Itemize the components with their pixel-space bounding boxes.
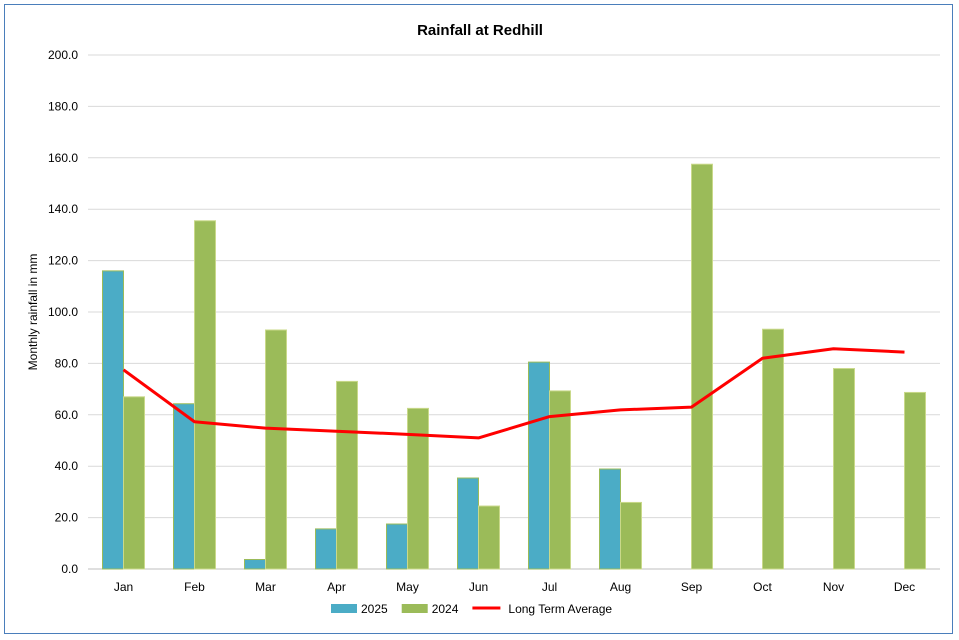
average-line-layer: [122, 347, 905, 440]
x-tick-label: Dec: [894, 580, 915, 594]
legend-label: 2024: [432, 602, 459, 616]
y-tick-label: 20.0: [55, 511, 79, 525]
y-tick-label: 60.0: [55, 408, 79, 422]
bar-2025: [102, 270, 124, 570]
average-line: [122, 347, 905, 440]
bar-2024: [620, 501, 642, 570]
x-tick-label: Mar: [255, 580, 276, 594]
y-tick-label: 80.0: [55, 356, 79, 370]
bar-2025: [386, 523, 408, 570]
y-tick-labels: 0.0 20.0 40.0 60.0 80.0 100.0 120.0 140.0 160.0 1…: [48, 48, 78, 576]
bar-2024: [265, 329, 287, 570]
bar-2024: [549, 390, 571, 570]
bar-2024: [336, 380, 358, 570]
bar-2025: [244, 558, 266, 570]
bar-2024: [194, 220, 216, 570]
y-tick-label: 0.0: [61, 562, 78, 576]
x-tick-label: Sep: [681, 580, 703, 594]
chart-title: Rainfall at Redhill: [417, 22, 543, 39]
bar-2024: [407, 407, 429, 570]
x-tick-label: Apr: [327, 580, 346, 594]
bar-2025: [599, 468, 621, 570]
legend: 2025 2024 Long Term Average: [331, 602, 612, 616]
y-tick-label: 100.0: [48, 305, 78, 319]
legend-label: 2025: [361, 602, 388, 616]
y-tick-label: 160.0: [48, 151, 78, 165]
x-tick-label: Jul: [542, 580, 557, 594]
gridlines: [88, 54, 940, 570]
y-tick-label: 40.0: [55, 459, 79, 473]
bar-2024: [478, 505, 500, 570]
bar-2025: [173, 403, 195, 570]
bar-2024: [833, 368, 855, 570]
x-tick-label: Jun: [469, 580, 488, 594]
legend-swatch: [401, 604, 428, 613]
x-tick-label: Jan: [114, 580, 133, 594]
y-tick-label: 140.0: [48, 202, 78, 216]
y-axis-title: Monthly rainfall in mm: [26, 254, 40, 371]
y-tick-label: 120.0: [48, 254, 78, 268]
bar-2024: [123, 396, 145, 570]
x-tick-label: May: [396, 580, 419, 594]
bar-2025: [315, 528, 337, 570]
x-tick-labels: Jan Feb Mar Apr May Jun Jul Aug Sep Oct Nov Dec: [114, 580, 915, 594]
bar-2025: [528, 361, 550, 570]
x-tick-label: Aug: [610, 580, 631, 594]
legend-swatch: [331, 604, 357, 613]
bar-2024: [762, 328, 784, 570]
bar-2025: [457, 477, 479, 570]
legend-label: Long Term Average: [508, 602, 612, 616]
bar-2024: [691, 163, 713, 570]
x-tick-label: Feb: [184, 580, 205, 594]
bar-2024: [904, 391, 926, 570]
bars: [102, 163, 926, 570]
x-tick-label: Oct: [753, 580, 772, 594]
y-tick-label: 180.0: [48, 99, 78, 113]
x-tick-label: Nov: [823, 580, 844, 594]
y-tick-label: 200.0: [48, 48, 78, 62]
